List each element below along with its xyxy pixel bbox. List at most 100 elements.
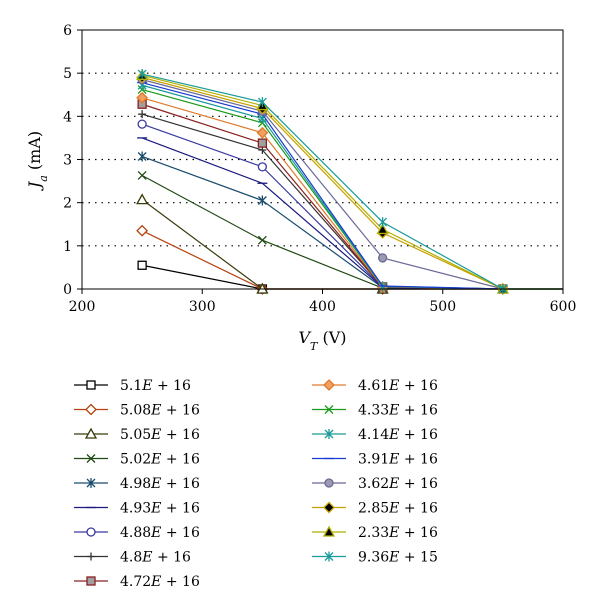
data-point (257, 195, 267, 206)
legend-marker (86, 527, 96, 537)
series-layer (136, 68, 563, 295)
grid-lines (82, 72, 563, 247)
series-2 (136, 193, 563, 294)
legend-label: 5.02E + 16 (120, 452, 200, 468)
data-point (378, 217, 388, 228)
legend-marker (85, 403, 97, 416)
series-line (141, 88, 563, 290)
y-tick-label: 5 (63, 66, 72, 82)
data-point (256, 126, 269, 139)
legend-label: 2.85E + 16 (358, 501, 438, 517)
data-point (137, 260, 147, 270)
series-7 (138, 110, 563, 293)
legend-marker (84, 427, 98, 439)
legend-item: 4.14E + 16 (312, 427, 438, 443)
legend-item: 4.72E + 16 (74, 574, 200, 590)
legend-label: 4.98E + 16 (120, 476, 200, 492)
series-6 (137, 119, 563, 294)
x-tick-label: 400 (309, 299, 336, 315)
legend-label: 4.14E + 16 (358, 427, 438, 443)
series-12 (137, 82, 563, 290)
series-line (141, 82, 563, 290)
y-axis-label: Ja (mA) (25, 131, 50, 191)
series-line (141, 230, 563, 290)
legend-marker (324, 405, 334, 414)
data-point (137, 69, 147, 80)
legend-label: 4.33E + 16 (358, 403, 438, 419)
data-point (257, 97, 267, 108)
legend-item: 3.62E + 16 (312, 476, 438, 492)
legend-label: 5.1E + 16 (120, 378, 191, 394)
legend-label: 5.08E + 16 (120, 403, 200, 419)
legend-item: 4.93E + 16 (74, 501, 200, 517)
legend-item: 4.8E + 16 (74, 550, 191, 566)
legend-marker (324, 551, 334, 562)
y-tick-label: 6 (63, 23, 72, 39)
series-line (141, 123, 563, 290)
legend-marker (323, 379, 335, 391)
legend-marker (324, 478, 334, 488)
legend-item: 4.88E + 16 (74, 525, 200, 541)
y-tick-label: 3 (63, 153, 72, 169)
legend-item: 4.98E + 16 (74, 476, 200, 492)
legend-label: 4.93E + 16 (120, 501, 200, 517)
x-axis-label: VT (V) (298, 328, 346, 353)
data-point (257, 162, 268, 172)
legend-marker (87, 552, 95, 561)
legend-label: 5.05E + 16 (120, 427, 200, 443)
legend-item: 9.36E + 15 (312, 550, 438, 566)
x-axis: 200 300 400 500 600 (69, 289, 577, 315)
legend-item: 5.1E + 16 (74, 378, 191, 394)
legend-item: 5.08E + 16 (74, 403, 200, 419)
series-13 (137, 74, 563, 294)
legend-item: 4.33E + 16 (312, 403, 438, 419)
data-point (257, 235, 267, 245)
legend-label: 4.88E + 16 (120, 525, 200, 541)
legend-marker (324, 429, 334, 439)
y-axis: 0 1 2 3 4 5 6 (63, 23, 82, 298)
data-point (136, 91, 149, 104)
legend: 5.1E + 16 5.08E + 16 5.05E + 16 5.02E + 16 4… (74, 378, 438, 590)
legend-marker (323, 501, 335, 514)
legend-marker (86, 576, 96, 586)
data-point (137, 119, 147, 129)
legend-label: 4.61E + 16 (358, 378, 438, 394)
legend-label: 9.36E + 15 (358, 550, 438, 566)
data-point (138, 110, 147, 119)
legend-item: 2.33E + 16 (312, 525, 438, 541)
x-tick-label: 200 (69, 299, 96, 315)
y-tick-label: 2 (63, 196, 72, 212)
x-tick-label: 300 (189, 299, 216, 315)
legend-label: 2.33E + 16 (358, 525, 438, 541)
legend-label: 4.72E + 16 (120, 574, 200, 590)
y-tick-label: 1 (63, 239, 72, 255)
x-tick-label: 600 (550, 299, 577, 315)
legend-item: 2.85E + 16 (312, 501, 438, 517)
series-5 (137, 137, 563, 290)
y-tick-label: 4 (63, 109, 72, 125)
legend-item: 5.05E + 16 (74, 427, 200, 443)
series-line (141, 97, 563, 290)
data-point (377, 253, 388, 263)
data-point (137, 151, 147, 162)
y-tick-label: 0 (63, 282, 72, 298)
legend-marker (322, 525, 336, 537)
x-tick-label: 500 (429, 299, 456, 315)
legend-item: 3.91E + 16 (312, 452, 438, 468)
legend-label: 3.91E + 16 (358, 452, 438, 468)
series-11 (137, 80, 563, 294)
series-4 (137, 151, 563, 294)
legend-marker (86, 478, 96, 488)
legend-label: 3.62E + 16 (358, 476, 438, 492)
data-point (136, 193, 149, 205)
data-point (376, 223, 389, 235)
legend-marker (86, 380, 96, 390)
data-point (137, 171, 147, 180)
legend-label: 4.8E + 16 (120, 550, 191, 566)
legend-item: 5.02E + 16 (74, 452, 200, 468)
data-point (136, 224, 149, 237)
series-line (141, 155, 563, 290)
legend-item: 4.61E + 16 (312, 378, 438, 394)
legend-marker (86, 454, 96, 463)
